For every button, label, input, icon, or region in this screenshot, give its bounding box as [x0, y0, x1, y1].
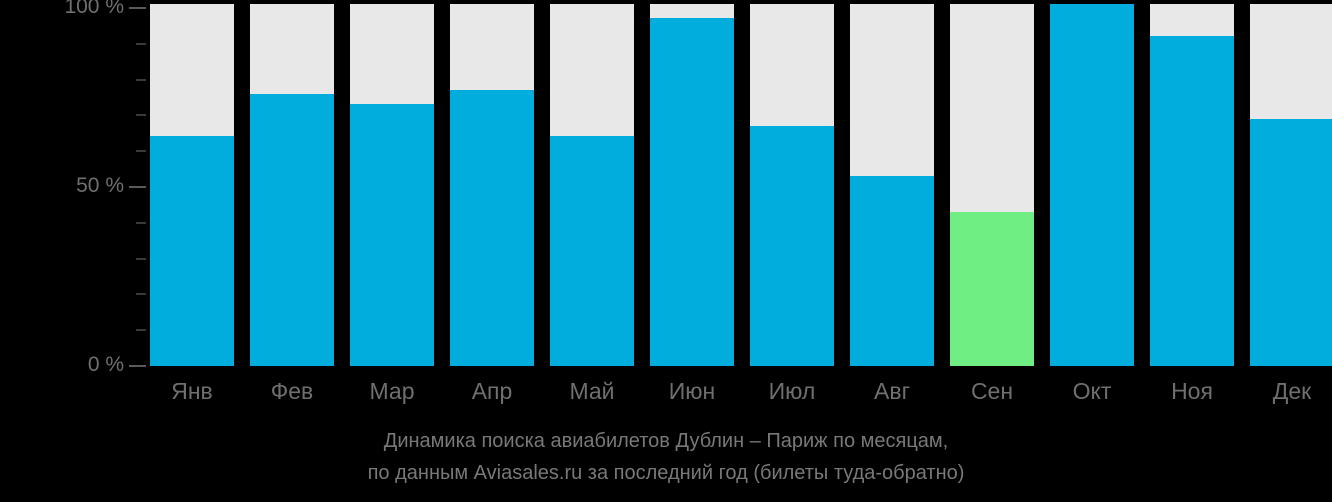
caption-line-2: по данным Aviasales.ru за последний год …	[367, 462, 965, 484]
bar-fill	[150, 136, 234, 366]
x-axis-label-авг: Авг	[874, 378, 910, 404]
bar-column[interactable]	[850, 4, 934, 366]
bar-column[interactable]	[250, 4, 334, 366]
bar-column[interactable]	[150, 4, 234, 366]
y-axis-minor-tick	[136, 329, 146, 332]
x-axis-label-окт: Окт	[1072, 378, 1112, 404]
bar-fill	[1250, 118, 1332, 366]
y-axis-tick-mark	[129, 186, 146, 188]
bar-fill	[850, 175, 934, 366]
x-axis-label-июн: Июн	[668, 378, 716, 404]
caption-line-1: Динамика поиска авиабилетов Дублин – Пар…	[383, 430, 949, 452]
bar-series	[150, 0, 1332, 370]
bar-fill	[250, 93, 334, 366]
y-axis-minor-tick	[136, 78, 146, 81]
y-axis-tick-label: 50 %	[76, 174, 124, 197]
chart-caption: Динамика поиска авиабилетов Дублин – Пар…	[0, 425, 1332, 489]
y-axis-minor-tick	[136, 42, 146, 45]
x-axis-label-янв: Янв	[171, 378, 213, 404]
bar-column[interactable]	[1150, 4, 1234, 366]
x-axis-label-дек: Дек	[1272, 378, 1312, 404]
x-axis-label-май: Май	[569, 378, 615, 404]
y-axis-minor-tick	[136, 221, 146, 224]
bar-fill	[750, 125, 834, 366]
bar-fill	[1150, 36, 1234, 366]
x-axis-label-ноя: Ноя	[1171, 378, 1213, 404]
bar-column[interactable]	[1250, 4, 1332, 366]
bar-fill	[1050, 4, 1134, 366]
bar-column[interactable]	[1050, 4, 1134, 366]
bar-column[interactable]	[350, 4, 434, 366]
bar-fill	[550, 136, 634, 366]
x-axis-label-апр: Апр	[471, 378, 513, 404]
bar-column[interactable]	[950, 4, 1034, 366]
bar-chart-plot: 100 % 50 % 0 %	[0, 0, 1332, 376]
bar-fill	[650, 18, 734, 366]
y-axis-minor-tick	[136, 257, 146, 260]
y-axis-minor-tick	[136, 293, 146, 296]
y-axis-tick-mark	[129, 7, 146, 9]
y-axis-tick-mark	[129, 365, 146, 367]
x-axis-label-июл: Июл	[768, 378, 816, 404]
bar-column[interactable]	[450, 4, 534, 366]
bar-column[interactable]	[750, 4, 834, 366]
y-axis-tick-label: 0 %	[87, 353, 124, 376]
bar-fill	[450, 89, 534, 366]
y-axis-tick-label: 100 %	[64, 0, 124, 18]
y-axis-minor-tick	[136, 150, 146, 153]
x-axis: Янв Фев Мар Апр Май Июн Июл Авг Сен Окт Ноя Дек	[150, 374, 1332, 418]
bar-fill	[350, 104, 434, 366]
x-axis-label-фев: Фев	[270, 378, 314, 404]
y-axis: 100 % 50 % 0 %	[0, 0, 150, 376]
bar-column[interactable]	[650, 4, 734, 366]
x-axis-label-мар: Мар	[369, 378, 415, 404]
bar-column[interactable]	[550, 4, 634, 366]
x-axis-label-сен: Сен	[970, 378, 1014, 404]
y-axis-minor-tick	[136, 114, 146, 117]
bar-fill	[950, 211, 1034, 366]
